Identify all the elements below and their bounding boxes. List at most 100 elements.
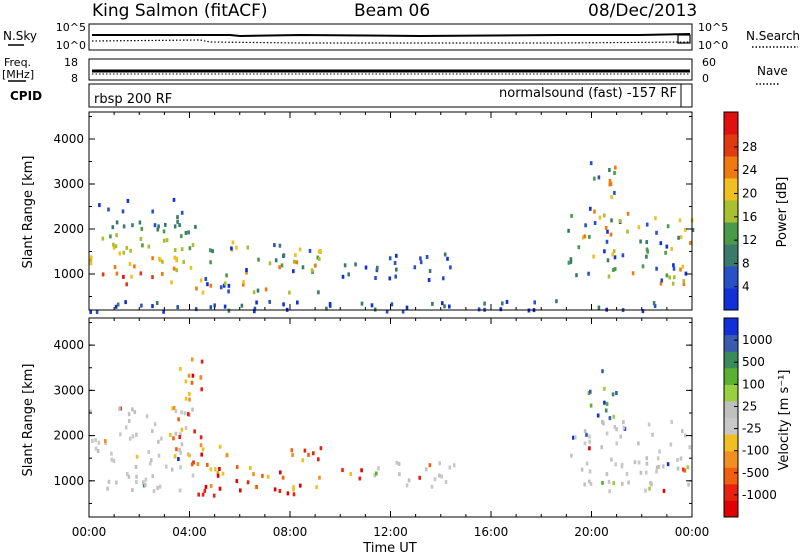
echo-cell (89, 261, 93, 266)
echo-cell (221, 471, 225, 476)
echo-cell (615, 427, 618, 432)
echo-cell (174, 431, 178, 436)
echo-cell (157, 453, 161, 458)
echo-cell (610, 195, 613, 200)
echo-cell (135, 480, 138, 484)
echo-cell (133, 264, 136, 269)
velocity-ylabel: Slant Range [km] (21, 364, 36, 477)
echo-cell (294, 253, 297, 258)
echo-cell (672, 263, 675, 268)
echo-cell (224, 281, 227, 286)
echo-cell (89, 258, 93, 263)
echo-cell (144, 482, 147, 487)
colorbar-tick-label: -500 (742, 466, 769, 480)
echo-cell (639, 239, 642, 244)
echo-cell (256, 288, 260, 293)
echo-cell (134, 465, 138, 469)
echo-cell (194, 224, 197, 229)
echo-cell (588, 469, 592, 474)
echo-cell (615, 441, 619, 446)
echo-cell (206, 282, 209, 287)
echo-cell (255, 484, 258, 489)
echo-cell (654, 216, 657, 221)
echo-cell (179, 465, 182, 470)
echo-cell (691, 228, 695, 232)
echo-cell (118, 407, 121, 411)
echo-cell (645, 222, 649, 227)
echo-cell (319, 249, 322, 253)
echo-cell (625, 471, 629, 476)
echo-cell (431, 301, 434, 306)
echo-cell (178, 488, 182, 493)
echo-cell (607, 274, 611, 279)
colorbar-tick-label: 8 (742, 256, 750, 270)
echo-cell (646, 249, 649, 254)
echo-cell (98, 203, 101, 208)
echo-cell (110, 457, 113, 462)
echo-cell (307, 452, 310, 457)
echo-cell (317, 290, 320, 295)
echo-cell (152, 489, 156, 494)
echo-cell (190, 357, 194, 362)
echo-cell (684, 433, 687, 438)
echo-cell (318, 475, 321, 480)
echo-cell (425, 255, 429, 259)
echo-cell (581, 235, 585, 240)
echo-cell (281, 475, 285, 480)
echo-cell (308, 248, 312, 253)
echo-cell (114, 304, 118, 309)
echo-cell (153, 422, 157, 427)
echo-cell (659, 281, 663, 286)
echo-cell (131, 407, 134, 412)
echo-cell (177, 417, 180, 422)
echo-cell (126, 198, 130, 203)
echo-cell (592, 254, 595, 259)
echo-cell (214, 467, 217, 472)
echo-cell (176, 305, 179, 310)
echo-cell (298, 247, 302, 252)
echo-cell (588, 479, 591, 484)
echo-cell (385, 309, 389, 314)
echo-cell (626, 211, 630, 216)
nsky-panel: N.Sky 10^5 10^0 10^5 10^0 N.Search (3, 21, 800, 52)
echo-cell (682, 282, 686, 287)
echo-cell (112, 245, 116, 250)
echo-cell (317, 249, 321, 254)
echo-cell (125, 282, 128, 287)
echo-cell (180, 234, 183, 239)
echo-cell (442, 276, 445, 281)
cpid-panel: CPID rbsp 200 RF normalsound (fast) -157… (10, 83, 693, 108)
echo-cell (644, 470, 648, 475)
echo-cell (499, 307, 503, 312)
echo-cell (606, 258, 610, 263)
echo-cell (395, 253, 398, 258)
echo-cell (585, 461, 589, 466)
echo-cell (122, 274, 125, 279)
echo-cell (96, 449, 100, 453)
echo-cell (131, 434, 135, 439)
echo-cell (589, 206, 592, 211)
echo-cell (135, 474, 138, 479)
echo-cell (158, 484, 162, 489)
echo-cell (147, 450, 151, 454)
echo-cell (130, 274, 133, 279)
echo-cell (246, 480, 250, 485)
echo-cell (647, 422, 651, 427)
echo-cell (585, 432, 588, 437)
echo-cell (684, 227, 687, 232)
colorbar-tick-label: 100 (742, 377, 765, 391)
echo-cell (278, 489, 282, 493)
colorbar-swatch (724, 500, 738, 518)
echo-cell (589, 403, 593, 408)
echo-cell (128, 262, 132, 266)
echo-cell (227, 308, 231, 313)
cpid-left-text: rbsp 200 RF (94, 92, 172, 107)
echo-cell (111, 225, 115, 230)
echo-cell (173, 454, 177, 458)
echo-cell (670, 247, 673, 251)
echo-cell (201, 447, 205, 452)
echo-cell (603, 213, 606, 218)
x-tick-label: 20:00 (574, 525, 609, 539)
colorbar-swatch (724, 318, 738, 336)
colorbar-tick-label: -25 (742, 422, 762, 436)
